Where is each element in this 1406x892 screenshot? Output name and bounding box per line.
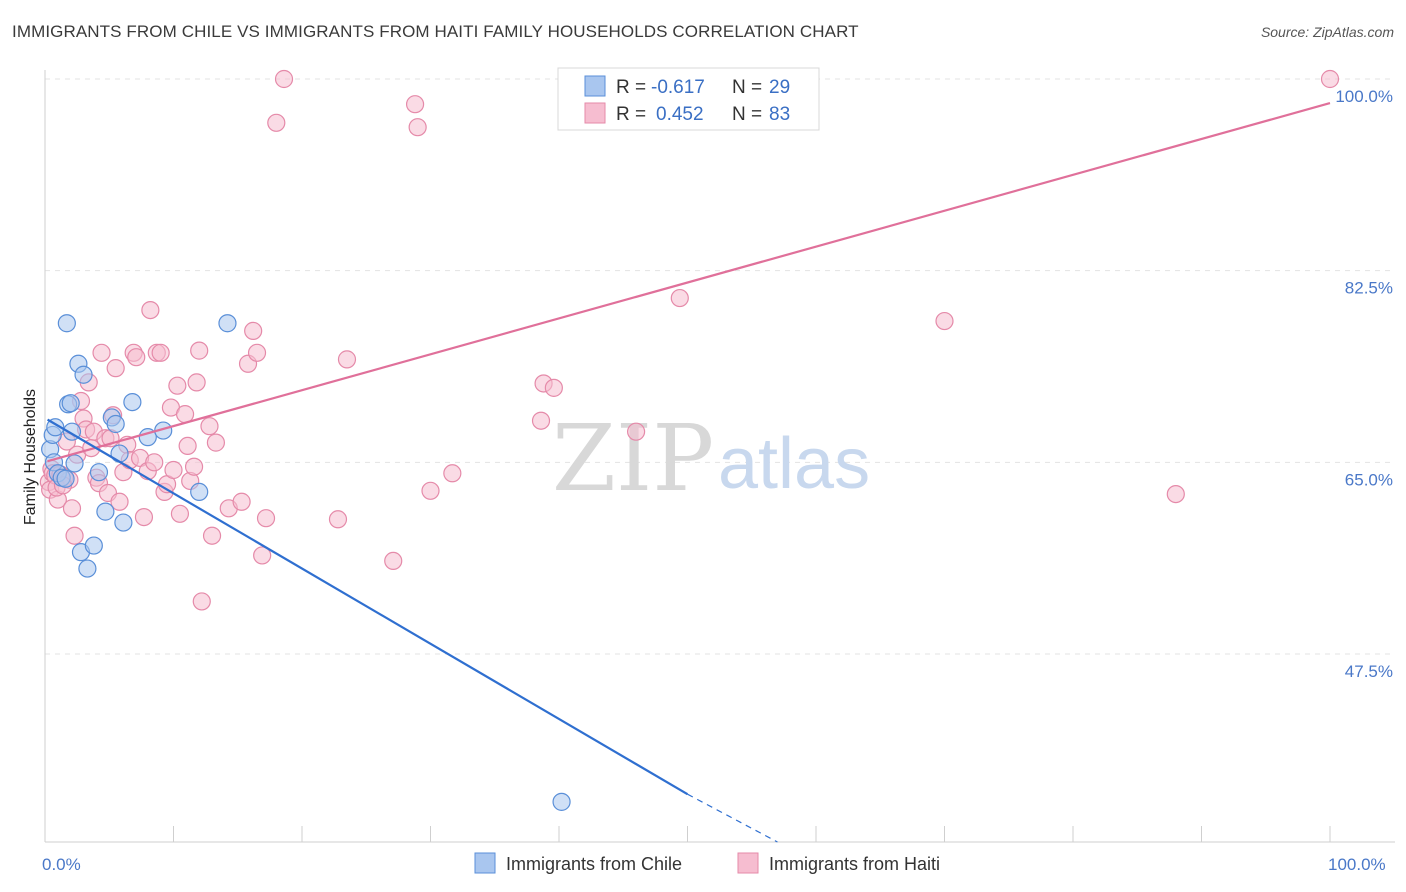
chart-source: Source: ZipAtlas.com bbox=[1260, 24, 1394, 40]
watermark: ZIP atlas bbox=[552, 405, 870, 512]
chile-points bbox=[41, 314, 571, 811]
series-legend: Immigrants from Chile Immigrants from Ha… bbox=[474, 852, 940, 874]
chile-point bbox=[46, 418, 65, 437]
haiti-point bbox=[531, 411, 551, 430]
haiti-point bbox=[626, 422, 646, 441]
haiti-point bbox=[187, 373, 206, 392]
series-legend-swatch-haiti bbox=[737, 852, 759, 874]
legend-n-label-haiti: N = bbox=[732, 104, 762, 125]
haiti-trend-line bbox=[47, 102, 1331, 463]
legend-swatch-haiti bbox=[584, 102, 606, 124]
haiti-point bbox=[145, 453, 164, 472]
chile-point bbox=[57, 314, 76, 333]
haiti-point bbox=[127, 348, 146, 367]
haiti-point bbox=[106, 359, 125, 378]
haiti-point bbox=[190, 341, 209, 360]
grid-lines bbox=[45, 78, 1395, 655]
haiti-point bbox=[408, 118, 427, 137]
haiti-point bbox=[244, 321, 263, 341]
y-tick-label: 82.5% bbox=[1345, 279, 1393, 298]
chile-point bbox=[218, 314, 237, 333]
legend-n-value-chile: 29 bbox=[769, 77, 790, 98]
haiti-point bbox=[405, 95, 425, 114]
haiti-point bbox=[164, 460, 183, 480]
chile-point bbox=[89, 463, 109, 482]
haiti-point bbox=[206, 433, 226, 452]
chile-point bbox=[61, 394, 80, 413]
series-legend-label-haiti: Immigrants from Haiti bbox=[769, 854, 940, 874]
haiti-point bbox=[1320, 69, 1340, 89]
legend-n-value-haiti: 83 bbox=[769, 104, 790, 125]
y-tick-labels: 47.5% 65.0% 82.5% 100.0% bbox=[1335, 87, 1393, 681]
haiti-point bbox=[192, 592, 211, 611]
haiti-point bbox=[151, 343, 170, 362]
haiti-point bbox=[178, 436, 197, 456]
haiti-point bbox=[168, 376, 187, 395]
haiti-point bbox=[170, 504, 190, 523]
watermark-atlas: atlas bbox=[718, 424, 870, 504]
chart-title: IMMIGRANTS FROM CHILE VS IMMIGRANTS FROM… bbox=[12, 22, 859, 41]
chile-trend-line bbox=[47, 418, 689, 796]
haiti-point bbox=[62, 499, 82, 518]
chile-point bbox=[56, 469, 75, 488]
chile-point bbox=[78, 559, 97, 578]
chile-trend-extension bbox=[687, 793, 778, 843]
legend-n-label-chile: N = bbox=[732, 77, 762, 98]
haiti-point bbox=[443, 464, 462, 483]
watermark-zip: ZIP bbox=[552, 405, 714, 512]
haiti-point bbox=[141, 300, 160, 320]
legend-r-value-chile: -0.617 bbox=[651, 77, 705, 98]
x-tick-label-max: 100.0% bbox=[1328, 855, 1386, 874]
chile-point bbox=[106, 414, 125, 434]
haiti-point bbox=[256, 509, 276, 528]
haiti-point bbox=[274, 69, 294, 89]
haiti-point bbox=[935, 311, 954, 331]
y-tick-label: 65.0% bbox=[1345, 470, 1393, 489]
chile-point bbox=[114, 513, 133, 532]
chile-point bbox=[96, 502, 115, 521]
y-tick-label: 100.0% bbox=[1335, 87, 1393, 106]
trend-lines bbox=[47, 102, 1331, 843]
haiti-point bbox=[544, 378, 563, 397]
haiti-point bbox=[184, 457, 204, 476]
haiti-point bbox=[670, 288, 689, 308]
legend-r-value-haiti: 0.452 bbox=[656, 104, 704, 125]
series-legend-swatch-chile bbox=[474, 852, 496, 874]
haiti-point bbox=[200, 417, 219, 436]
haiti-point bbox=[65, 526, 84, 545]
haiti-point bbox=[253, 546, 272, 565]
haiti-point bbox=[267, 113, 286, 132]
haiti-point bbox=[92, 343, 111, 362]
chile-point bbox=[123, 392, 142, 412]
haiti-point bbox=[247, 343, 267, 362]
haiti-point bbox=[384, 551, 403, 571]
x-ticks bbox=[44, 826, 1331, 842]
haiti-point bbox=[134, 507, 154, 527]
x-tick-label-min: 0.0% bbox=[42, 855, 81, 874]
haiti-point bbox=[337, 350, 357, 369]
correlation-legend: R = -0.617 N = 29 R = 0.452 N = 83 bbox=[557, 67, 820, 131]
chile-point bbox=[190, 482, 209, 502]
haiti-point bbox=[328, 510, 348, 529]
legend-r-label-chile: R = bbox=[616, 77, 646, 98]
haiti-point bbox=[1166, 484, 1185, 504]
haiti-point bbox=[110, 492, 129, 511]
legend-swatch-chile bbox=[584, 75, 606, 97]
chile-point bbox=[65, 454, 84, 473]
chile-point bbox=[74, 365, 93, 384]
chile-point bbox=[552, 792, 571, 811]
haiti-point bbox=[202, 526, 222, 545]
y-axis-title: Family Households bbox=[22, 389, 39, 525]
chile-point bbox=[84, 536, 103, 555]
y-tick-label: 47.5% bbox=[1345, 662, 1393, 681]
haiti-point bbox=[232, 492, 251, 511]
series-legend-label-chile: Immigrants from Chile bbox=[506, 854, 682, 874]
haiti-point bbox=[421, 481, 440, 500]
legend-r-label-haiti: R = bbox=[616, 104, 646, 125]
